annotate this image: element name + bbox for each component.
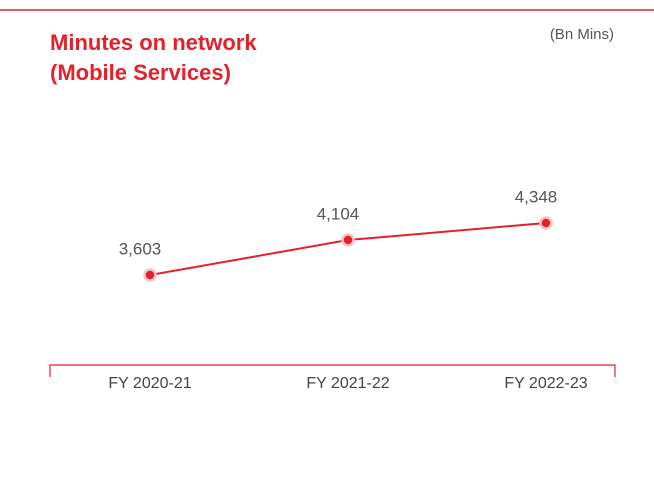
x-tick-label: FY 2022-23	[504, 375, 587, 392]
data-label: 4,104	[317, 205, 360, 224]
point	[539, 216, 553, 230]
x-tick-label: FY 2020-21	[108, 375, 191, 392]
data-label: 4,348	[515, 187, 558, 206]
point	[143, 268, 157, 282]
x-tick-label: FY 2021-22	[306, 375, 389, 392]
point	[341, 233, 355, 247]
data-label: 3,603	[119, 239, 162, 258]
line	[149, 222, 547, 276]
unit-label: (Bn Mins)	[550, 26, 614, 43]
chart-title: Minutes on network	[50, 30, 257, 55]
chart-title: (Mobile Services)	[50, 60, 231, 85]
axis-bracket	[49, 364, 616, 377]
